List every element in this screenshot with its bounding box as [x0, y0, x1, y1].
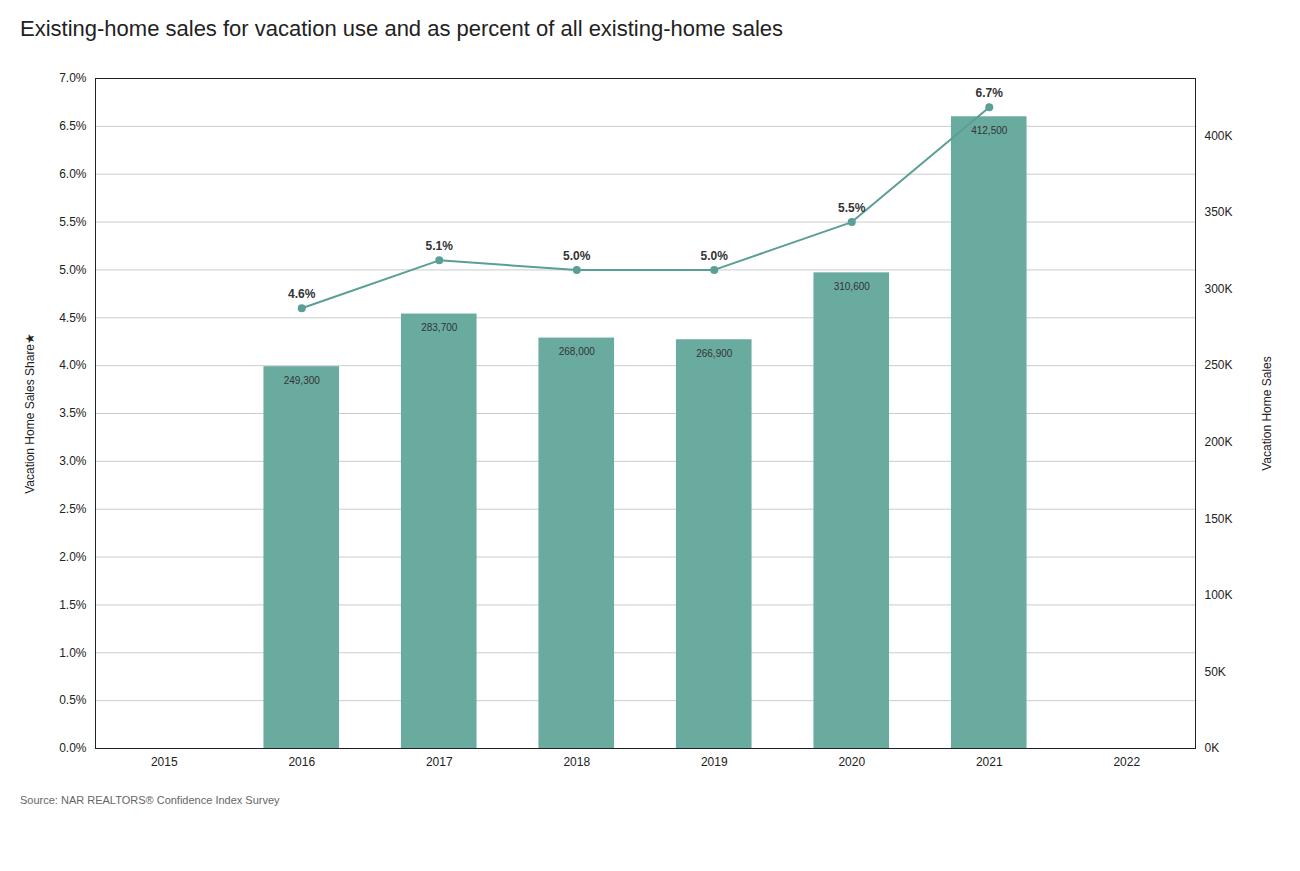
svg-text:310,600: 310,600	[834, 281, 871, 292]
svg-text:5.0%: 5.0%	[59, 263, 87, 277]
svg-text:250K: 250K	[1205, 358, 1233, 372]
svg-text:2.5%: 2.5%	[59, 502, 87, 516]
svg-text:3.0%: 3.0%	[59, 454, 87, 468]
svg-text:412,500: 412,500	[971, 125, 1008, 136]
svg-text:6.7%: 6.7%	[976, 86, 1004, 100]
svg-text:3.5%: 3.5%	[59, 406, 87, 420]
svg-text:1.5%: 1.5%	[59, 598, 87, 612]
svg-text:350K: 350K	[1205, 205, 1233, 219]
svg-text:Vacation Home Sales: Vacation Home Sales	[1260, 356, 1274, 471]
svg-text:4.5%: 4.5%	[59, 311, 87, 325]
svg-text:2019: 2019	[701, 755, 728, 769]
svg-text:2017: 2017	[426, 755, 453, 769]
svg-text:5.5%: 5.5%	[59, 215, 87, 229]
svg-text:6.5%: 6.5%	[59, 119, 87, 133]
svg-text:200K: 200K	[1205, 435, 1233, 449]
svg-text:5.0%: 5.0%	[563, 249, 591, 263]
svg-text:5.0%: 5.0%	[701, 249, 729, 263]
svg-text:5.5%: 5.5%	[838, 201, 866, 215]
svg-text:4.6%: 4.6%	[288, 287, 316, 301]
svg-text:5.1%: 5.1%	[426, 239, 454, 253]
svg-text:2.0%: 2.0%	[59, 550, 87, 564]
html-text:Existing-home sales for vacati: Existing-home sales for vacation use and…	[20, 16, 784, 41]
svg-text:266,900: 266,900	[696, 348, 733, 359]
svg-text:400K: 400K	[1205, 129, 1233, 143]
svg-text:2022: 2022	[1113, 755, 1140, 769]
svg-text:2018: 2018	[563, 755, 590, 769]
svg-text:2021: 2021	[976, 755, 1003, 769]
svg-text:2020: 2020	[838, 755, 865, 769]
svg-text:Vacation Home Sales Share★: Vacation Home Sales Share★	[23, 333, 37, 494]
svg-text:6.0%: 6.0%	[59, 167, 87, 181]
svg-text:300K: 300K	[1205, 282, 1233, 296]
svg-text:1.0%: 1.0%	[59, 646, 87, 660]
svg-text:249,300: 249,300	[284, 375, 321, 386]
svg-text:7.0%: 7.0%	[59, 71, 87, 85]
svg-text:283,700: 283,700	[421, 322, 458, 333]
svg-text:2015: 2015	[151, 755, 178, 769]
svg-text:0K: 0K	[1205, 741, 1220, 755]
svg-text:150K: 150K	[1205, 512, 1233, 526]
svg-text:50K: 50K	[1205, 665, 1226, 679]
svg-text:2016: 2016	[288, 755, 315, 769]
svg-text:100K: 100K	[1205, 588, 1233, 602]
html-text:Source: NAR REALTORS® Confiden: Source: NAR REALTORS® Confidence Index S…	[20, 794, 280, 806]
svg-text:0.5%: 0.5%	[59, 693, 87, 707]
svg-text:4.0%: 4.0%	[59, 358, 87, 372]
svg-text:268,000: 268,000	[559, 346, 596, 357]
svg-text:0.0%: 0.0%	[59, 741, 87, 755]
